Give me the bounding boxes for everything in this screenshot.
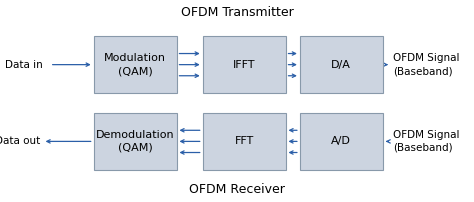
Text: Demodulation
(QAM): Demodulation (QAM): [96, 130, 174, 153]
Text: IFFT: IFFT: [233, 60, 255, 70]
Text: A/D: A/D: [331, 136, 351, 146]
FancyBboxPatch shape: [202, 113, 285, 170]
Text: OFDM Signal
(Baseband): OFDM Signal (Baseband): [393, 53, 460, 76]
Text: Data in: Data in: [5, 60, 43, 70]
FancyBboxPatch shape: [93, 113, 176, 170]
FancyBboxPatch shape: [300, 113, 383, 170]
Text: Data out: Data out: [0, 136, 40, 146]
Text: OFDM Transmitter: OFDM Transmitter: [181, 6, 293, 19]
FancyBboxPatch shape: [202, 36, 285, 93]
Text: D/A: D/A: [331, 60, 351, 70]
Text: Modulation
(QAM): Modulation (QAM): [104, 53, 166, 76]
FancyBboxPatch shape: [93, 36, 176, 93]
Text: OFDM Receiver: OFDM Receiver: [189, 183, 285, 196]
FancyBboxPatch shape: [300, 36, 383, 93]
Text: FFT: FFT: [235, 136, 254, 146]
Text: OFDM Signal
(Baseband): OFDM Signal (Baseband): [393, 130, 460, 153]
